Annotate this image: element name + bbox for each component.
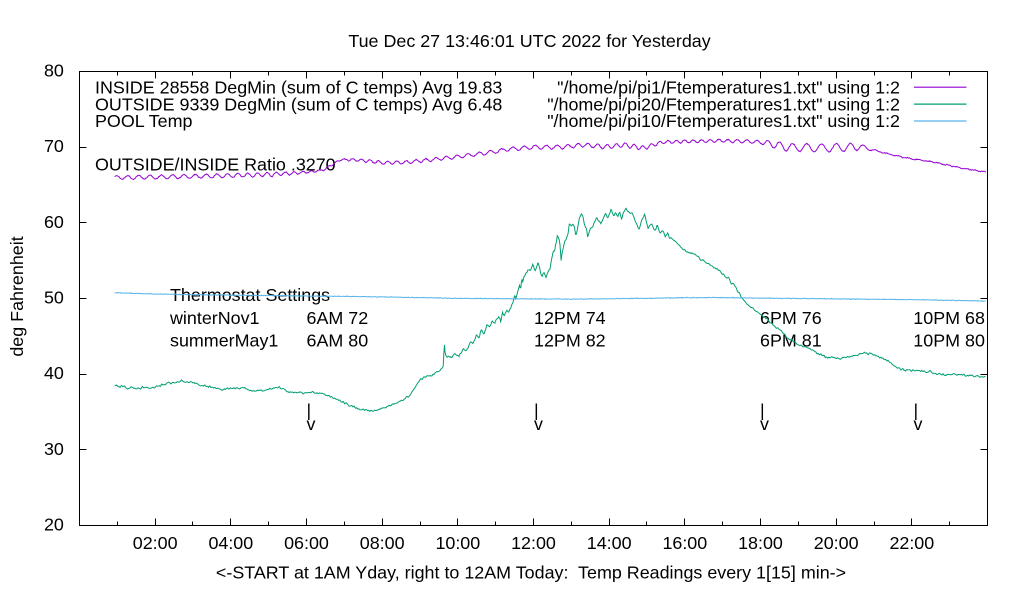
svg-text:02:00: 02:00 [133,533,178,553]
svg-text:80: 80 [44,61,64,81]
svg-text:18:00: 18:00 [738,533,783,553]
svg-text:22:00: 22:00 [889,533,934,553]
svg-text:winterNov1: winterNov1 [169,308,260,328]
svg-text:6AM 80: 6AM 80 [307,331,369,351]
svg-text:10:00: 10:00 [435,533,480,553]
svg-text:40: 40 [44,363,64,383]
svg-text:INSIDE 28558 DegMin (sum of C: INSIDE 28558 DegMin (sum of C temps) Avg… [95,77,502,97]
svg-text:|: | [914,401,919,421]
svg-text:v: v [914,414,923,434]
svg-text:OUTSIDE/INSIDE Ratio .3270: OUTSIDE/INSIDE Ratio .3270 [95,155,336,175]
svg-text:OUTSIDE 9339 DegMin (sum of C: OUTSIDE 9339 DegMin (sum of C temps) Avg… [95,94,502,114]
svg-text:6PM 81: 6PM 81 [760,331,822,351]
svg-text:Tue Dec 27 13:46:01 UTC 2022 f: Tue Dec 27 13:46:01 UTC 2022 for Yesterd… [348,31,710,51]
svg-text:"/home/pi/pi10/Ftemperatures1.: "/home/pi/pi10/Ftemperatures1.txt" using… [547,111,900,131]
svg-text:60: 60 [44,212,64,232]
svg-text:06:00: 06:00 [284,533,329,553]
svg-text:30: 30 [44,439,64,459]
svg-text:12:00: 12:00 [511,533,556,553]
svg-text:16:00: 16:00 [662,533,707,553]
svg-text:20:00: 20:00 [814,533,859,553]
svg-text:v: v [760,414,769,434]
svg-text:08:00: 08:00 [360,533,405,553]
svg-text:6PM 76: 6PM 76 [760,308,822,328]
svg-text:04:00: 04:00 [208,533,253,553]
svg-text:v: v [534,414,543,434]
svg-text:"/home/pi/pi1/Ftemperatures1.t: "/home/pi/pi1/Ftemperatures1.txt" using … [557,77,900,97]
svg-text:12PM 82: 12PM 82 [534,331,606,351]
svg-text:50: 50 [44,288,64,308]
svg-text:POOL Temp: POOL Temp [95,111,192,131]
svg-text:deg Fahrenheit: deg Fahrenheit [7,236,27,356]
svg-text:10PM 68: 10PM 68 [913,308,985,328]
svg-text:|: | [534,401,539,421]
svg-text:|: | [760,401,765,421]
svg-text:summerMay1: summerMay1 [170,331,278,351]
svg-text:12PM 74: 12PM 74 [534,308,606,328]
svg-text:70: 70 [44,136,64,156]
svg-text:v: v [307,414,316,434]
svg-text:<-START at 1AM Yday, right to: <-START at 1AM Yday, right to 12AM Today… [216,563,846,583]
svg-text:|: | [307,401,312,421]
svg-text:6AM 72: 6AM 72 [307,308,369,328]
svg-text:10PM 80: 10PM 80 [913,331,985,351]
svg-text:14:00: 14:00 [587,533,632,553]
svg-text:20: 20 [44,515,64,535]
svg-text:"/home/pi/pi20/Ftemperatures1.: "/home/pi/pi20/Ftemperatures1.txt" using… [547,94,900,114]
